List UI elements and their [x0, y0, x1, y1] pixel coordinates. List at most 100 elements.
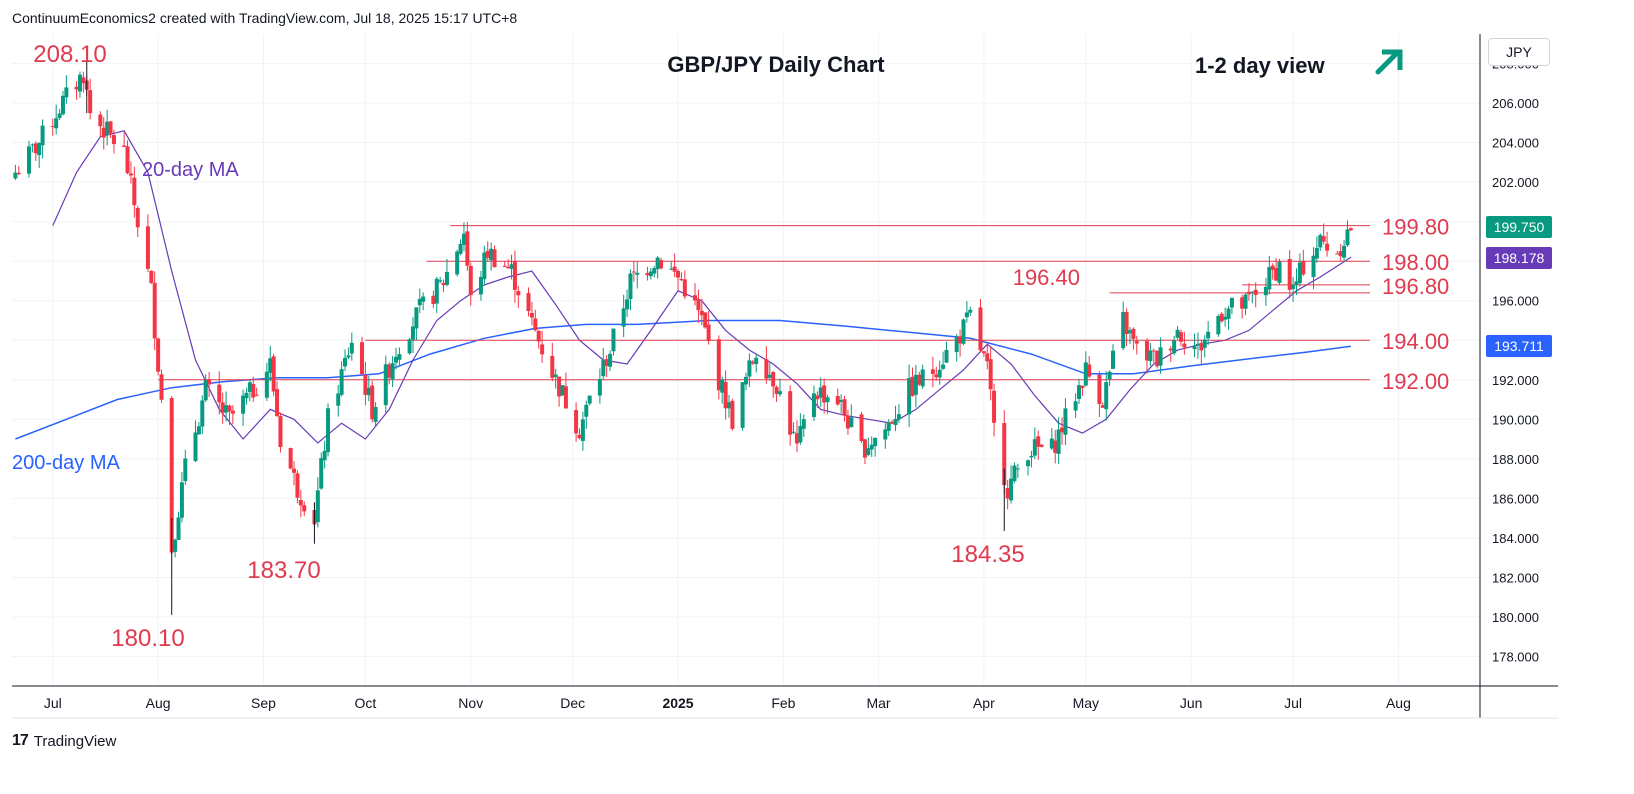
candle-body — [696, 300, 701, 311]
y-tick-label: 202.000 — [1492, 175, 1539, 190]
candle-body — [913, 374, 918, 395]
candle-body — [920, 369, 925, 387]
y-tick-label: 204.000 — [1492, 136, 1539, 151]
candle-body — [241, 395, 246, 414]
candle-body — [40, 125, 45, 146]
candle-body — [1158, 347, 1163, 366]
x-tick-label: May — [1073, 695, 1099, 711]
candle-body — [268, 358, 273, 373]
tradingview-logo[interactable]: 17 TradingView — [12, 732, 116, 750]
candle-body — [393, 356, 398, 363]
candle-body — [16, 172, 21, 175]
candle-body — [822, 385, 827, 403]
candle-body — [992, 390, 997, 423]
candle-body — [720, 379, 725, 393]
candle-body — [363, 374, 368, 395]
candle-body — [740, 382, 745, 428]
currency-button[interactable]: JPY — [1488, 38, 1550, 66]
candle-body — [1053, 440, 1058, 453]
axes: 178.000 180.000 182.000 184.000 186.000 188.0… — [12, 34, 1558, 719]
candle-body — [1267, 267, 1272, 290]
candle-body — [655, 257, 660, 270]
candle-body — [1345, 229, 1350, 246]
level-label: 196.80 — [1382, 274, 1449, 299]
candle-body — [886, 422, 891, 431]
candle-body — [336, 393, 341, 406]
candle-body — [1134, 341, 1139, 344]
candle-body — [818, 387, 823, 398]
candle-body — [414, 307, 419, 329]
candle-body — [149, 270, 154, 284]
candle-body — [1039, 444, 1044, 447]
arrow-head — [1382, 49, 1403, 70]
candle-body — [1083, 362, 1088, 386]
candle-body — [774, 386, 779, 394]
x-tick-label: Jul — [44, 695, 62, 711]
x-tick-label: Jun — [1180, 695, 1203, 711]
candle-body — [485, 250, 490, 258]
candle-body — [57, 113, 62, 118]
candle-body — [958, 336, 963, 344]
candle-body — [441, 282, 446, 286]
candle-body — [278, 416, 283, 448]
x-tick-label: Nov — [458, 695, 483, 711]
candle-body — [26, 146, 31, 174]
candle-body — [173, 539, 178, 552]
candle-body — [203, 380, 208, 401]
candle-body — [37, 142, 42, 156]
candle-body — [315, 490, 320, 523]
candle-body — [669, 268, 674, 270]
candle-body — [397, 354, 402, 360]
candle-body — [132, 177, 137, 206]
candle-body — [873, 437, 878, 447]
x-tick-label: Jul — [1284, 695, 1302, 711]
candle-body — [251, 384, 256, 398]
x-tick-label: Feb — [771, 695, 795, 711]
candle-body — [985, 353, 990, 362]
candle-body — [390, 363, 395, 380]
candle-body — [1175, 329, 1180, 338]
candle-body — [540, 344, 545, 355]
candle-body — [169, 398, 174, 553]
x-tick-label: Dec — [560, 695, 585, 711]
candle-body — [723, 381, 728, 409]
candle-body — [1172, 340, 1177, 354]
candle-body — [652, 268, 657, 274]
chart-header: ContinuumEconomics2 created with Trading… — [12, 10, 518, 26]
candle-body — [1029, 455, 1034, 458]
candle-body — [1301, 261, 1306, 275]
candle-body — [349, 342, 354, 354]
candle-body — [682, 279, 687, 297]
candle-body — [767, 374, 772, 378]
grid — [12, 34, 1480, 686]
candle-body — [934, 374, 939, 378]
candle-body — [74, 86, 79, 90]
candle-body — [1015, 468, 1020, 470]
candle-body — [648, 271, 653, 277]
candle-body — [611, 328, 616, 352]
y-tick-label: 184.000 — [1492, 531, 1539, 546]
candle-body — [438, 280, 443, 282]
candle-body — [298, 500, 303, 506]
y-tick-label: 178.000 — [1492, 649, 1539, 664]
candle-body — [13, 172, 18, 179]
candle-body — [917, 374, 922, 385]
price-annotation: 183.70 — [247, 557, 320, 584]
candle-body — [444, 271, 449, 285]
candle-body — [387, 364, 392, 378]
candle-body — [458, 243, 463, 254]
candle-body — [244, 392, 249, 399]
y-tick-label: 196.000 — [1492, 294, 1539, 309]
candle-body — [676, 270, 681, 278]
candle-body — [1097, 374, 1102, 404]
candle-body — [937, 369, 942, 378]
candle-body — [988, 359, 993, 390]
candle-body — [849, 417, 854, 428]
candle-body — [771, 371, 776, 387]
candle-body — [183, 458, 188, 482]
price-annotation: 184.35 — [951, 541, 1024, 568]
candle-body — [1342, 245, 1347, 258]
y-tick-label: 188.000 — [1492, 452, 1539, 467]
candle-body — [125, 146, 130, 174]
